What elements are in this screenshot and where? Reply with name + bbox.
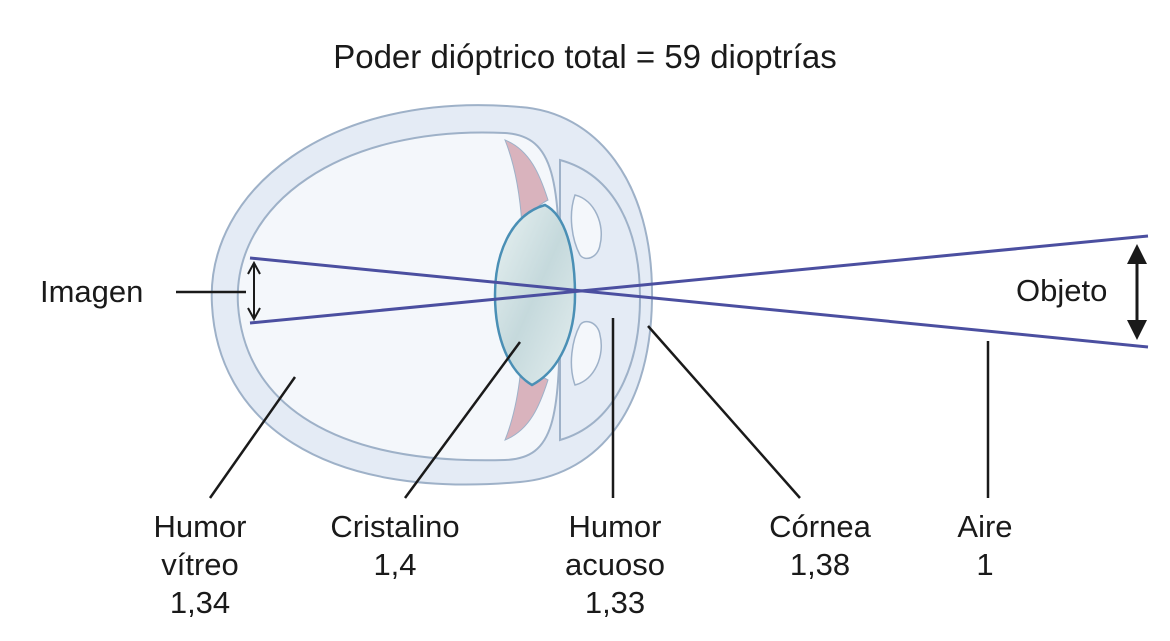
cornea-name: Córnea	[769, 509, 871, 544]
humor-vitreo-line1: Humor	[153, 509, 247, 544]
leader-humor-vitreo	[208, 376, 297, 499]
humor-acuoso-value: 1,33	[584, 585, 646, 620]
label-cristalino: Cristalino 1,4	[305, 508, 485, 584]
object-arrow	[1127, 244, 1147, 340]
image-arrow	[247, 260, 261, 322]
cristalino-value: 1,4	[373, 547, 417, 582]
aqueous-lower	[570, 320, 602, 386]
aqueous-upper	[570, 194, 602, 260]
label-humor-acuoso: Humor acuoso 1,33	[540, 508, 690, 622]
diagram-title: Poder dióptrico total = 59 dioptrías	[333, 38, 837, 75]
cristalino-name: Cristalino	[330, 509, 460, 544]
leader-lines	[176, 290, 990, 499]
ray-upper	[249, 234, 1149, 325]
humor-acuoso-line1: Humor	[568, 509, 662, 544]
cornea-value: 1,38	[789, 547, 851, 582]
label-imagen: Imagen	[40, 274, 144, 309]
humor-vitreo-value: 1,34	[169, 585, 231, 620]
label-humor-vitreo: Humor vítreo 1,34	[125, 508, 275, 622]
label-cornea: Córnea 1,38	[740, 508, 900, 584]
leader-cornea	[647, 325, 801, 499]
humor-acuoso-line2: acuoso	[565, 547, 665, 582]
aire-name: Aire	[957, 509, 1013, 544]
label-aire: Aire 1	[920, 508, 1050, 584]
ray-lower	[249, 256, 1149, 349]
leader-cristalino	[403, 341, 522, 499]
aire-value: 1	[976, 547, 994, 582]
humor-vitreo-line2: vítreo	[161, 547, 239, 582]
label-objeto: Objeto	[1016, 273, 1108, 308]
